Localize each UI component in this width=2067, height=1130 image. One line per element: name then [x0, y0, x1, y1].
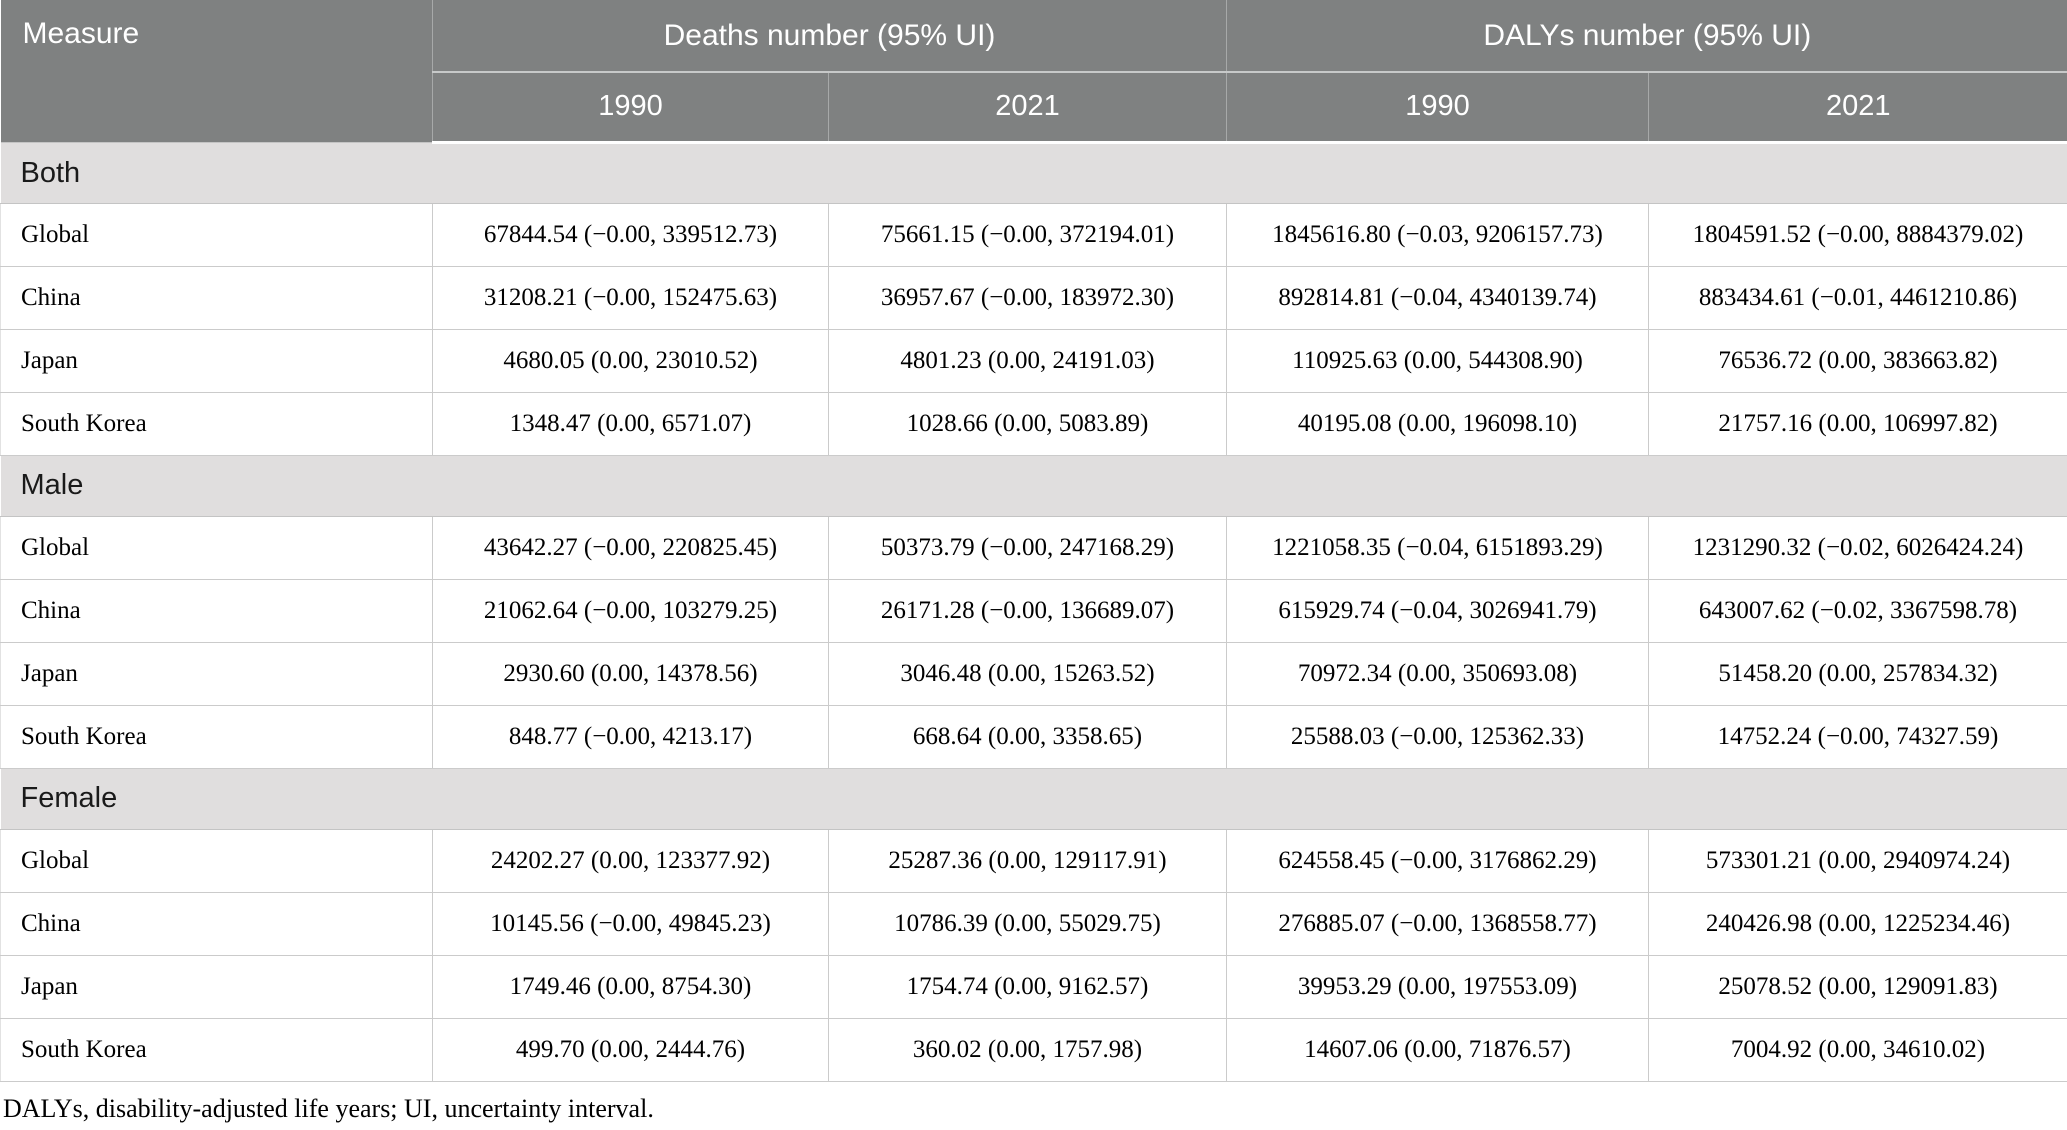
deaths-2021-value: 75661.15 (−0.00, 372194.01) [828, 202, 1227, 267]
region-label: Global [0, 828, 433, 893]
deaths-1990-value: 21062.64 (−0.00, 103279.25) [432, 578, 829, 643]
deaths-2021-value: 1028.66 (0.00, 5083.89) [828, 391, 1227, 456]
dalys-2021-value: 7004.92 (0.00, 34610.02) [1647, 1017, 2067, 1082]
dalys-2021-value: 240426.98 (0.00, 1225234.46) [1647, 891, 2067, 956]
deaths-1990-value: 24202.27 (0.00, 123377.92) [432, 828, 829, 893]
region-label: South Korea [0, 391, 433, 456]
table-row: Japan 2930.60 (0.00, 14378.56) 3046.48 (… [0, 641, 2067, 706]
deaths-1990-value: 31208.21 (−0.00, 152475.63) [432, 265, 829, 330]
dalys-1990-value: 276885.07 (−0.00, 1368558.77) [1226, 891, 1649, 956]
section-row-male: Male [0, 454, 2067, 517]
column-header-dalys: DALYs number (95% UI) [1226, 0, 2067, 72]
dalys-2021-value: 883434.61 (−0.01, 4461210.86) [1647, 265, 2067, 330]
column-header-deaths-2021: 2021 [828, 71, 1227, 144]
dalys-1990-value: 1845616.80 (−0.03, 9206157.73) [1226, 202, 1649, 267]
dalys-2021-value: 643007.62 (−0.02, 3367598.78) [1647, 578, 2067, 643]
table-row: South Korea 848.77 (−0.00, 4213.17) 668.… [0, 704, 2067, 769]
group-header-row: Measure Deaths number (95% UI) DALYs num… [0, 0, 2067, 142]
column-header-deaths: Deaths number (95% UI) [432, 0, 1227, 72]
table-row: South Korea 1348.47 (0.00, 6571.07) 1028… [0, 391, 2067, 456]
section-label: Female [0, 767, 2067, 830]
region-label: China [0, 578, 433, 643]
deaths-1990-value: 848.77 (−0.00, 4213.17) [432, 704, 829, 769]
region-label: China [0, 265, 433, 330]
region-label: Global [0, 202, 433, 267]
deaths-2021-value: 668.64 (0.00, 3358.65) [828, 704, 1227, 769]
deaths-2021-value: 1754.74 (0.00, 9162.57) [828, 954, 1227, 1019]
dalys-1990-value: 615929.74 (−0.04, 3026941.79) [1226, 578, 1649, 643]
deaths-1990-value: 2930.60 (0.00, 14378.56) [432, 641, 829, 706]
dalys-1990-value: 70972.34 (0.00, 350693.08) [1226, 641, 1649, 706]
year-header-row: 1990 2021 1990 2021 [1, 71, 2067, 144]
region-label: South Korea [0, 1017, 433, 1082]
dalys-2021-value: 51458.20 (0.00, 257834.32) [1647, 641, 2067, 706]
region-label: South Korea [0, 704, 433, 769]
table-row: China 21062.64 (−0.00, 103279.25) 26171.… [0, 578, 2067, 643]
section-label: Male [0, 454, 2067, 517]
deaths-2021-value: 4801.23 (0.00, 24191.03) [828, 328, 1227, 393]
table-row: Global 43642.27 (−0.00, 220825.45) 50373… [0, 515, 2067, 580]
deaths-2021-value: 10786.39 (0.00, 55029.75) [828, 891, 1227, 956]
table-row: Japan 4680.05 (0.00, 23010.52) 4801.23 (… [0, 328, 2067, 393]
dalys-1990-value: 892814.81 (−0.04, 4340139.74) [1226, 265, 1649, 330]
section-row-female: Female [0, 767, 2067, 830]
dalys-1990-value: 39953.29 (0.00, 197553.09) [1226, 954, 1649, 1019]
region-label: China [0, 891, 433, 956]
deaths-2021-value: 3046.48 (0.00, 15263.52) [828, 641, 1227, 706]
dalys-2021-value: 1231290.32 (−0.02, 6026424.24) [1647, 515, 2067, 580]
region-label: Japan [0, 954, 433, 1019]
table-row: Global 24202.27 (0.00, 123377.92) 25287.… [0, 828, 2067, 893]
dalys-1990-value: 25588.03 (−0.00, 125362.33) [1226, 704, 1649, 769]
dalys-2021-value: 14752.24 (−0.00, 74327.59) [1647, 704, 2067, 769]
table-row: China 10145.56 (−0.00, 49845.23) 10786.3… [0, 891, 2067, 956]
dalys-2021-value: 25078.52 (0.00, 129091.83) [1647, 954, 2067, 1019]
deaths-2021-value: 25287.36 (0.00, 129117.91) [828, 828, 1227, 893]
table-footnote: DALYs, disability-adjusted life years; U… [3, 1093, 654, 1123]
table-row: China 31208.21 (−0.00, 152475.63) 36957.… [0, 265, 2067, 330]
deaths-1990-value: 43642.27 (−0.00, 220825.45) [432, 515, 829, 580]
dalys-1990-value: 40195.08 (0.00, 196098.10) [1226, 391, 1649, 456]
dalys-2021-value: 21757.16 (0.00, 106997.82) [1647, 391, 2067, 456]
dalys-2021-value: 573301.21 (0.00, 2940974.24) [1647, 828, 2067, 893]
region-label: Japan [0, 641, 433, 706]
deaths-1990-value: 4680.05 (0.00, 23010.52) [432, 328, 829, 393]
table-row: Global 67844.54 (−0.00, 339512.73) 75661… [0, 202, 2067, 267]
deaths-2021-value: 50373.79 (−0.00, 247168.29) [828, 515, 1227, 580]
deaths-1990-value: 1348.47 (0.00, 6571.07) [432, 391, 829, 456]
region-label: Global [0, 515, 433, 580]
column-header-dalys-1990: 1990 [1226, 71, 1649, 144]
deaths-2021-value: 36957.67 (−0.00, 183972.30) [828, 265, 1227, 330]
measure-table: Measure Deaths number (95% UI) DALYs num… [0, 0, 2067, 1082]
column-header-measure: Measure [0, 0, 433, 142]
deaths-2021-value: 26171.28 (−0.00, 136689.07) [828, 578, 1227, 643]
deaths-1990-value: 499.70 (0.00, 2444.76) [432, 1017, 829, 1082]
region-label: Japan [0, 328, 433, 393]
table-row: Japan 1749.46 (0.00, 8754.30) 1754.74 (0… [0, 954, 2067, 1019]
table-header: Measure Deaths number (95% UI) DALYs num… [0, 0, 2067, 144]
deaths-1990-value: 1749.46 (0.00, 8754.30) [432, 954, 829, 1019]
dalys-2021-value: 1804591.52 (−0.00, 8884379.02) [1647, 202, 2067, 267]
dalys-1990-value: 624558.45 (−0.00, 3176862.29) [1226, 828, 1649, 893]
section-label: Both [0, 141, 2067, 204]
deaths-2021-value: 360.02 (0.00, 1757.98) [828, 1017, 1227, 1082]
deaths-1990-value: 10145.56 (−0.00, 49845.23) [432, 891, 829, 956]
dalys-1990-value: 14607.06 (0.00, 71876.57) [1226, 1017, 1649, 1082]
dalys-1990-value: 110925.63 (0.00, 544308.90) [1226, 328, 1649, 393]
dalys-1990-value: 1221058.35 (−0.04, 6151893.29) [1226, 515, 1649, 580]
section-row-both: Both [0, 141, 2067, 204]
deaths-1990-value: 67844.54 (−0.00, 339512.73) [432, 202, 829, 267]
column-header-deaths-1990: 1990 [432, 71, 829, 144]
table-row: South Korea 499.70 (0.00, 2444.76) 360.0… [0, 1017, 2067, 1082]
dalys-2021-value: 76536.72 (0.00, 383663.82) [1647, 328, 2067, 393]
column-header-dalys-2021: 2021 [1648, 71, 2067, 144]
